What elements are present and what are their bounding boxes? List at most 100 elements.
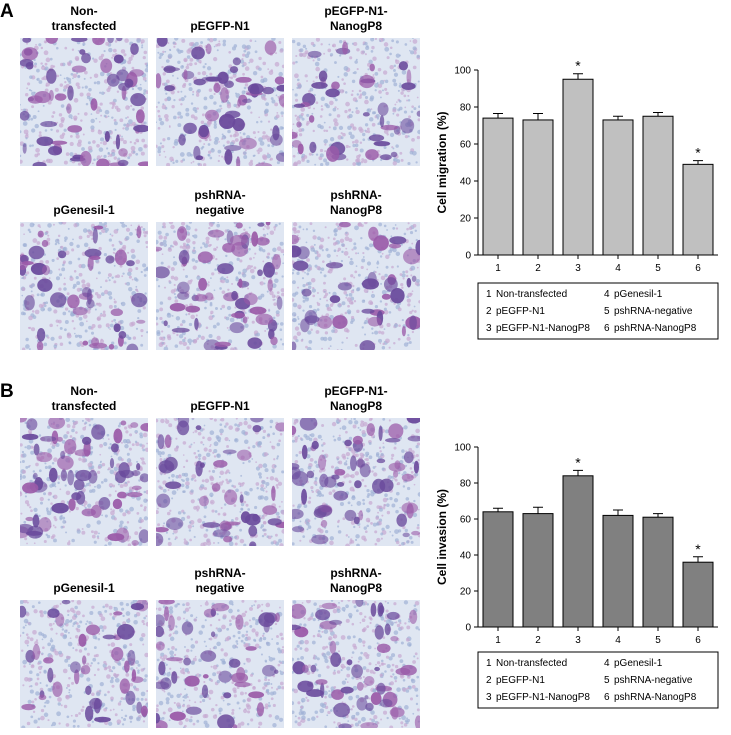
texture-dot [132, 443, 135, 446]
texture-dot [185, 668, 189, 672]
texture-dot [380, 255, 382, 257]
texture-dot [64, 236, 68, 240]
cell [202, 522, 220, 528]
cell [311, 82, 327, 89]
cell [48, 146, 62, 155]
texture-dot [140, 84, 142, 86]
texture-dot [88, 463, 93, 468]
texture-dot [352, 80, 355, 83]
texture-dot [56, 276, 60, 280]
texture-dot [413, 500, 415, 502]
texture-dot [412, 290, 414, 292]
texture-dot [310, 458, 314, 462]
cell [47, 608, 59, 618]
cell [109, 344, 114, 350]
texture-dot [303, 300, 306, 303]
texture-dot [354, 300, 356, 302]
texture-dot [239, 529, 242, 532]
texture-dot [73, 327, 75, 329]
texture-dot [362, 91, 367, 96]
texture-dot [354, 60, 357, 63]
texture-dot [280, 338, 282, 340]
texture-dot [242, 269, 247, 274]
texture-dot [187, 64, 189, 66]
texture-dot [321, 108, 324, 111]
texture-dot [59, 273, 62, 276]
texture-dot [237, 609, 240, 612]
texture-dot [121, 49, 126, 54]
texture-dot [384, 146, 387, 149]
texture-dot [312, 288, 316, 292]
texture-dot [379, 508, 383, 512]
texture-dot [364, 538, 367, 541]
texture-dot [111, 685, 114, 688]
texture-dot [396, 541, 400, 545]
cell [298, 143, 304, 154]
texture-dot [99, 690, 101, 692]
texture-dot [367, 109, 369, 111]
texture-dot [209, 334, 213, 338]
cell [229, 322, 244, 333]
texture-dot [340, 239, 344, 243]
texture-dot [121, 136, 123, 138]
texture-dot [114, 121, 118, 125]
texture-dot [411, 138, 415, 142]
texture-dot [260, 495, 264, 499]
texture-dot [374, 331, 378, 335]
image-label: pEGFP-N1 [190, 19, 250, 33]
texture-dot [408, 99, 410, 101]
texture-dot [363, 502, 366, 505]
texture-dot [167, 313, 172, 318]
micrograph [12, 414, 154, 548]
texture-dot [247, 265, 251, 269]
texture-dot [163, 711, 166, 714]
texture-dot [234, 536, 237, 539]
cell [36, 136, 53, 146]
texture-dot [129, 433, 132, 436]
texture-dot [405, 270, 408, 273]
texture-dot [262, 261, 264, 263]
texture-dot [280, 433, 283, 436]
texture-dot [351, 248, 353, 250]
cell [141, 706, 148, 717]
texture-dot [266, 328, 268, 330]
cell [172, 328, 190, 333]
texture-dot [171, 267, 175, 271]
texture-dot [145, 267, 149, 271]
texture-dot [227, 104, 231, 108]
texture-dot [212, 315, 215, 318]
cell [43, 657, 54, 663]
cell [22, 434, 39, 440]
texture-dot [328, 44, 330, 46]
texture-dot [63, 434, 68, 439]
cell [38, 231, 44, 238]
texture-dot [390, 133, 394, 137]
texture-dot [351, 316, 354, 319]
texture-dot [87, 653, 90, 656]
texture-dot [306, 522, 310, 526]
texture-dot [310, 222, 313, 225]
image-label: transfected [52, 399, 117, 413]
texture-dot [191, 162, 193, 164]
texture-dot [50, 628, 53, 631]
texture-dot [215, 44, 218, 47]
texture-dot [330, 345, 332, 347]
texture-dot [217, 613, 219, 615]
texture-dot [165, 420, 169, 424]
texture-dot [184, 59, 187, 62]
texture-dot [190, 650, 192, 652]
texture-dot [159, 154, 161, 156]
cell [57, 456, 74, 470]
cell [81, 665, 91, 674]
texture-dot [227, 306, 231, 310]
texture-dot [344, 251, 349, 256]
texture-dot [386, 121, 390, 125]
texture-dot [143, 623, 145, 625]
cell [199, 496, 209, 507]
texture-dot [25, 344, 30, 349]
cell [70, 661, 81, 673]
texture-dot [282, 65, 285, 68]
texture-dot [91, 489, 95, 493]
texture-dot [65, 619, 70, 624]
texture-dot [156, 309, 160, 313]
